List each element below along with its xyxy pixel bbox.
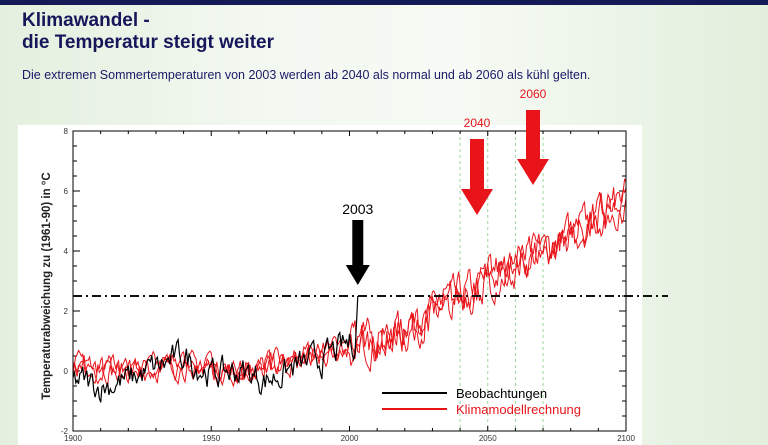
x-tick-label: 2000 (341, 434, 359, 442)
x-tick-label: 1950 (202, 434, 220, 442)
annotation-label: 2003 (342, 201, 373, 217)
observation-line (72, 295, 359, 403)
annotation-label: 2040 (464, 116, 491, 130)
slide-title: Klimawandel - die Temperatur steigt weit… (22, 10, 274, 54)
x-tick-label: 1900 (64, 434, 82, 442)
y-tick-label: 8 (64, 127, 69, 136)
chart-panel (18, 125, 642, 445)
y-tick-label: 2 (64, 307, 69, 316)
annotation-label: 2060 (520, 87, 547, 101)
y-axis-label: Temperaturabweichung zu (1961-90) in °C (41, 172, 53, 399)
annotation-arrow-icon (345, 220, 370, 285)
top-bar (0, 0, 768, 5)
slide-subtitle: Die extremen Sommertemperaturen von 2003… (22, 68, 591, 82)
y-tick-label: 0 (64, 367, 69, 376)
y-tick-label: -2 (61, 427, 69, 436)
annotation-arrow-icon (517, 110, 549, 185)
title-line-2: die Temperatur steigt weiter (22, 32, 274, 53)
y-tick-label: 4 (64, 247, 69, 256)
x-tick-label: 2100 (617, 434, 635, 442)
y-tick-label: 6 (64, 187, 69, 196)
title-line-1: Klimawandel - (22, 10, 150, 31)
annotation-arrow-icon (461, 139, 493, 215)
model-run-line (72, 178, 627, 387)
x-tick-label: 2050 (479, 434, 497, 442)
legend-label: Beobachtungen (456, 386, 547, 401)
legend-label: Klimamodellrechnung (456, 402, 581, 417)
plot-frame (72, 130, 627, 432)
model-run-line (72, 192, 627, 388)
